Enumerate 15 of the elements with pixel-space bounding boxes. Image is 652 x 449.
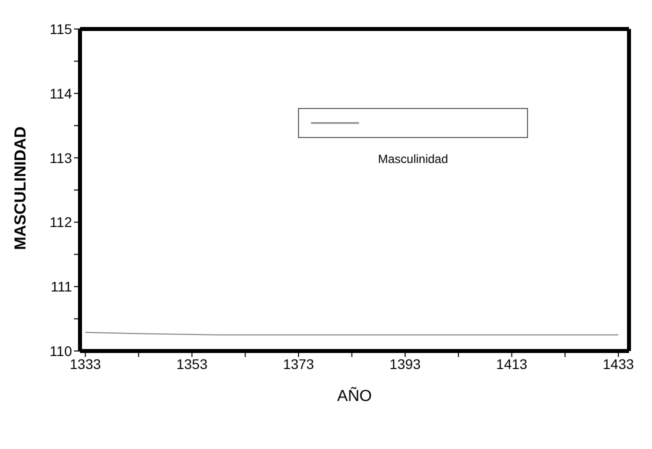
y-tick-label: 114 <box>50 85 72 102</box>
y-tick-label: 113 <box>50 150 72 166</box>
y-axis-title: MASCULINIDAD <box>12 126 30 250</box>
x-axis-title: AÑO <box>337 386 372 405</box>
x-tick-label: 1433 <box>602 356 634 372</box>
text: Masculinidad <box>378 152 448 166</box>
x-tick-label: 1333 <box>70 356 102 372</box>
y-tick-label: 111 <box>50 278 72 295</box>
x-tick-label: 1413 <box>496 356 528 372</box>
y-tick-label: 115 <box>50 20 72 37</box>
y-tick-label: 112 <box>50 214 72 230</box>
y-tick-label: 110 <box>50 342 72 359</box>
x-tick-label: 1353 <box>176 356 208 372</box>
x-tick-label: 1393 <box>390 356 421 372</box>
x-tick-label: 1373 <box>282 356 314 372</box>
